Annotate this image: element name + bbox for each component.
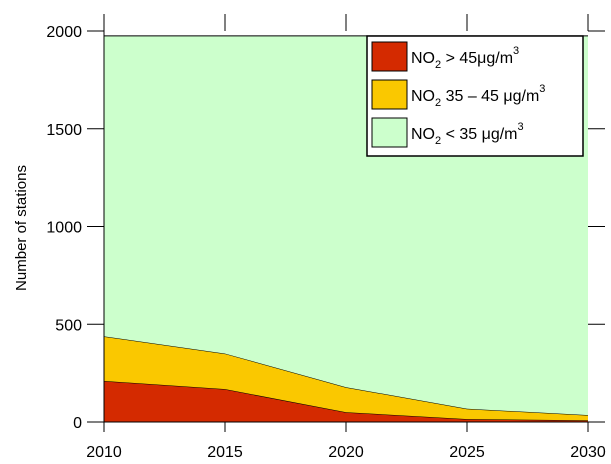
legend-swatch-low (371, 117, 408, 148)
x-tick-label-2020: 2020 (328, 444, 364, 461)
y-tick-label-500: 500 (55, 317, 82, 334)
y-tick-label-2000: 2000 (46, 24, 82, 41)
legend-swatch-high (371, 41, 408, 72)
x-tick-label-2010: 2010 (86, 444, 122, 461)
y-tick-label-1500: 1500 (46, 122, 82, 139)
legend-label-high: NO2 > 45μg/m3 (411, 45, 519, 71)
y-axis-label: Number of stations (13, 165, 30, 291)
area-high (104, 380, 588, 422)
y-tick-label-0: 0 (73, 415, 82, 432)
x-tick-label-2030: 2030 (570, 444, 606, 461)
x-tick-label-2015: 2015 (207, 444, 243, 461)
axes-group: 2010 2015 2020 2025 2030 0 500 1000 1500 2000 (46, 14, 606, 461)
legend-swatch-mid (371, 79, 408, 110)
legend-label-low: NO2 < 35 μg/m3 (411, 121, 524, 147)
x-tick-label-2025: 2025 (449, 444, 485, 461)
legend-label-mid: NO2 35 – 45 μg/m3 (411, 83, 545, 109)
legend: NO2 > 45μg/m3 NO2 35 – 45 μg/m3 NO2 < 35 μ… (366, 35, 584, 157)
y-tick-label-1000: 1000 (46, 220, 82, 237)
area-mid (104, 336, 588, 421)
